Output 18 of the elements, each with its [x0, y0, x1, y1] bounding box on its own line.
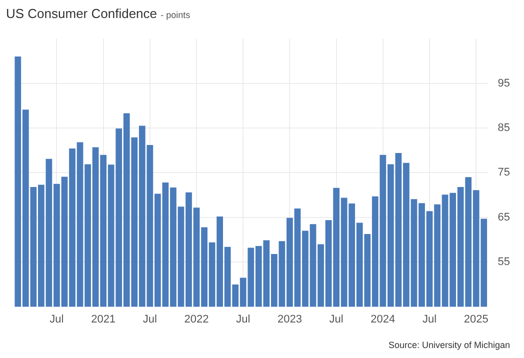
x-tick-label: Jul: [142, 313, 157, 326]
chart-subtitle: - points: [160, 10, 190, 20]
y-tick-label: 75: [498, 166, 510, 179]
x-tick-label: Jul: [50, 313, 64, 326]
y-tick-label: 85: [498, 122, 510, 134]
y-tick-label: 95: [498, 77, 510, 90]
x-tick-label: Jul: [422, 313, 437, 326]
x-tick-label: Jul: [236, 313, 250, 326]
x-tick-label: 2024: [370, 313, 396, 326]
y-tick-label: 55: [498, 256, 510, 268]
x-tick-label: Jul: [329, 313, 344, 326]
chart-title: US Consumer Confidence: [6, 6, 158, 21]
y-tick-label: 65: [498, 211, 510, 224]
x-tick-label: 2021: [91, 313, 116, 326]
source-note: Source: University of Michigan: [388, 340, 510, 350]
x-tick-label: 2023: [277, 313, 302, 326]
x-tick-label: 2025: [464, 313, 488, 326]
x-tick-label: 2022: [184, 313, 209, 326]
